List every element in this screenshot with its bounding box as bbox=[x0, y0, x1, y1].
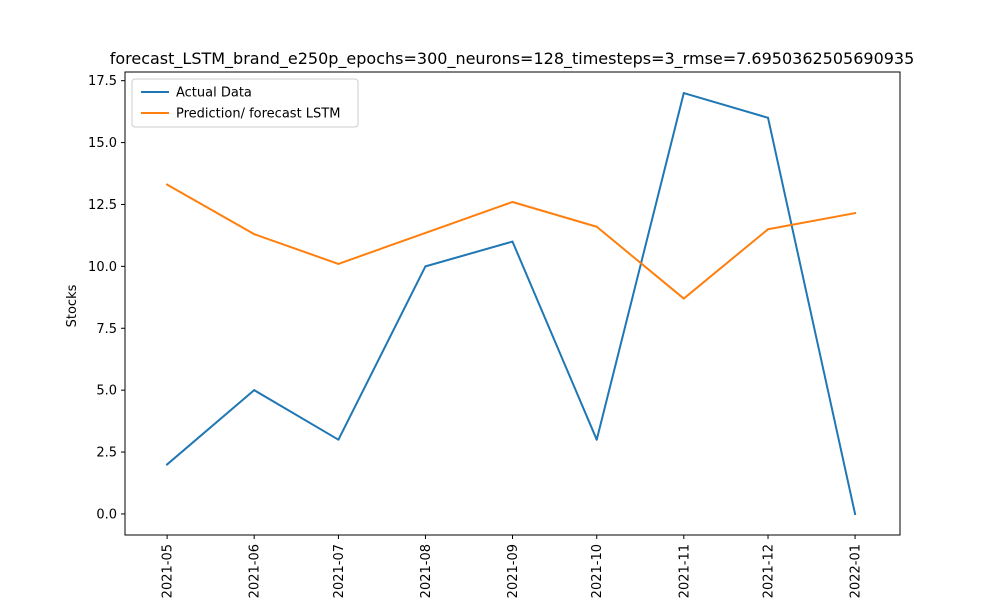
series-2-point bbox=[166, 183, 169, 186]
x-tick-label: 2021-08 bbox=[419, 544, 434, 598]
series-1-point bbox=[767, 116, 770, 119]
y-tick-label: 12.5 bbox=[88, 198, 117, 213]
x-tick-label: 2021-07 bbox=[332, 544, 347, 598]
series-1-point bbox=[595, 438, 598, 441]
x-tick-label: 2021-11 bbox=[677, 544, 692, 598]
series-2-point bbox=[511, 200, 514, 203]
series-2-point bbox=[595, 225, 598, 228]
series-1-point bbox=[337, 438, 340, 441]
x-tick-label: 2021-12 bbox=[762, 544, 777, 598]
axes-layer: 0.0 2.5 5.0 7.5 10.0 12.5 15.0 17.5 2021-05 2021-… bbox=[88, 71, 901, 598]
y-tick-label: 5.0 bbox=[96, 384, 117, 399]
x-tick-label: 2021-10 bbox=[590, 544, 605, 598]
legend-box bbox=[131, 78, 359, 128]
chart-title: forecast_LSTM_brand_e250p_epochs=300_neu… bbox=[110, 49, 915, 69]
series-2-point bbox=[253, 233, 256, 236]
series-2-point bbox=[854, 212, 857, 215]
x-tick-label: 2022-01 bbox=[849, 544, 864, 598]
legend-label-1: Actual Data bbox=[176, 86, 252, 101]
series-2-point bbox=[337, 262, 340, 265]
series-2-point bbox=[682, 297, 685, 300]
x-tick-label: 2021-05 bbox=[161, 544, 176, 598]
series-1-point bbox=[854, 512, 857, 515]
series-2-point bbox=[767, 228, 770, 231]
y-tick-label: 15.0 bbox=[88, 136, 117, 151]
x-tick-label: 2021-09 bbox=[506, 544, 521, 598]
series-1-point bbox=[166, 463, 169, 466]
y-tick-label: 2.5 bbox=[96, 446, 117, 461]
y-tick-label: 17.5 bbox=[88, 74, 117, 89]
legend: Actual Data Prediction/ forecast LSTM bbox=[131, 78, 359, 128]
y-axis-label: Stocks bbox=[65, 284, 80, 327]
y-tick-label: 0.0 bbox=[96, 507, 117, 522]
series-1-point bbox=[511, 240, 514, 243]
series-1-point bbox=[682, 92, 685, 95]
legend-label-2: Prediction/ forecast LSTM bbox=[176, 107, 340, 122]
series-2-point bbox=[424, 231, 427, 234]
series-1-point bbox=[253, 389, 256, 392]
x-tick-label: 2021-06 bbox=[248, 544, 263, 598]
y-tick-label: 7.5 bbox=[96, 322, 117, 337]
series-layer bbox=[165, 92, 857, 516]
y-tick-label: 10.0 bbox=[88, 260, 117, 275]
series-1-point bbox=[424, 265, 427, 268]
